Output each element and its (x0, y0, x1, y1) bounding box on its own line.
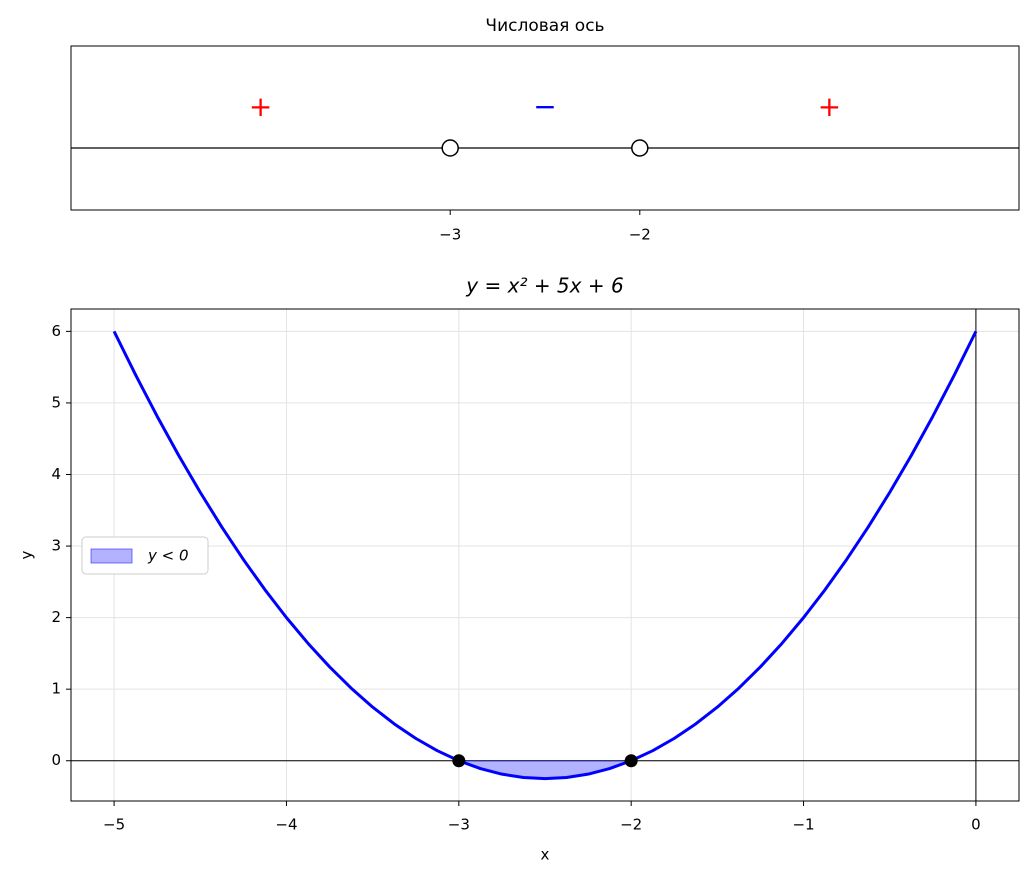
y-tick-label: 2 (51, 608, 61, 626)
legend-box (81, 536, 209, 575)
y-tick-label: 4 (51, 465, 61, 483)
root-point (624, 754, 638, 768)
x-tick-label: −3 (448, 816, 470, 834)
x-tick-label: −5 (103, 816, 125, 834)
y-tick-label: 3 (51, 537, 61, 555)
y-tick-label: 5 (51, 393, 61, 411)
x-tick-label: −2 (629, 226, 651, 244)
x-tick-label: −3 (439, 226, 461, 244)
y-tick-label: 0 (51, 751, 61, 769)
x-tick-label: −1 (792, 816, 814, 834)
sign-label: + (818, 90, 841, 123)
y-axis-label: y (18, 550, 36, 559)
legend-swatch (90, 548, 133, 564)
chart-title: y = x² + 5x + 6 (465, 274, 623, 298)
x-tick-label: −4 (275, 816, 297, 834)
sign-label: + (249, 90, 272, 123)
sign-label: − (533, 90, 556, 123)
y-tick-label: 6 (51, 322, 61, 340)
y-tick-label: 1 (51, 680, 61, 698)
axes-frame (70, 45, 1020, 211)
x-tick-label: 0 (971, 816, 981, 834)
x-axis-label: x (541, 846, 550, 864)
axes-frame (70, 308, 1020, 802)
x-tick-label: −2 (620, 816, 642, 834)
root-point (441, 139, 459, 157)
root-point (452, 754, 466, 768)
chart-title: Числовая ось (485, 16, 604, 36)
root-point (631, 139, 649, 157)
legend-label: y < 0 (147, 547, 189, 565)
curve (112, 330, 978, 781)
